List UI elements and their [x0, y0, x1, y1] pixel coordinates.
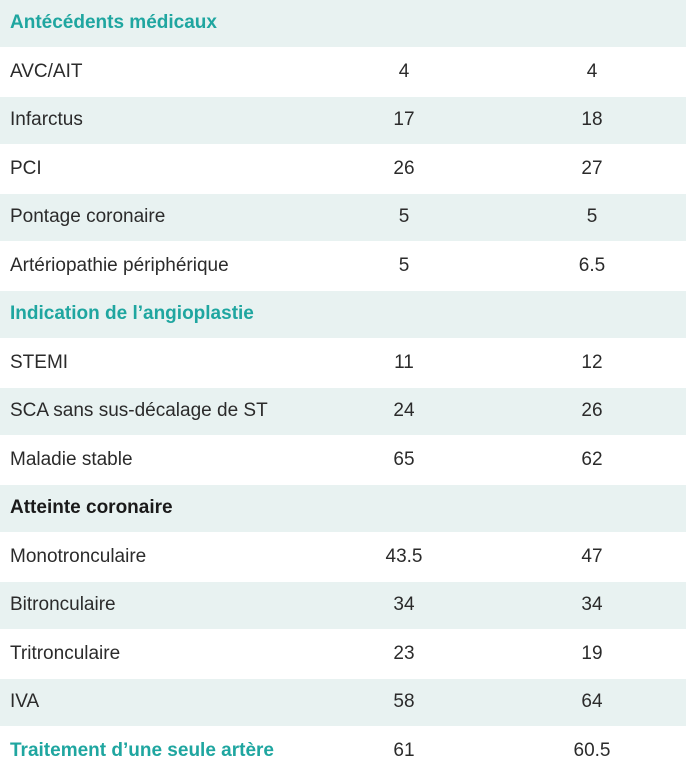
value-1: 23: [310, 643, 498, 665]
value-2: 19: [498, 643, 686, 665]
table-row: PCI2627: [0, 146, 686, 195]
table-row: Infarctus1718: [0, 97, 686, 146]
value-2: 34: [498, 594, 686, 616]
value-2: 18: [498, 109, 686, 131]
row-label: Pontage coronaire: [0, 206, 310, 228]
table-row: Pontage coronaire55: [0, 194, 686, 243]
row-label: Artériopathie périphérique: [0, 255, 310, 277]
section-header: Antécédents médicaux: [0, 0, 686, 49]
row-label: Monotronculaire: [0, 546, 310, 568]
table-row: Artériopathie périphérique56.5: [0, 243, 686, 292]
value-2: 5: [498, 206, 686, 228]
row-label: STEMI: [0, 352, 310, 374]
value-1: 24: [310, 400, 498, 422]
section-header: Indication de l’angioplastie: [0, 291, 686, 340]
section-header: Traitement d’une seule artère6160.5: [0, 728, 686, 776]
table-row: IVA5864: [0, 679, 686, 728]
value-1: 11: [310, 352, 498, 374]
value-2: 64: [498, 691, 686, 713]
table-row: SCA sans sus-décalage de ST2426: [0, 388, 686, 437]
row-label: Infarctus: [0, 109, 310, 131]
row-label: Tritronculaire: [0, 643, 310, 665]
value-2: 60.5: [498, 740, 686, 762]
value-2: 27: [498, 158, 686, 180]
value-1: 34: [310, 594, 498, 616]
section-title: Atteinte coronaire: [0, 497, 310, 519]
value-1: 5: [310, 255, 498, 277]
value-2: 6.5: [498, 255, 686, 277]
table-row: STEMI1112: [0, 340, 686, 389]
section-title: Traitement d’une seule artère: [0, 740, 310, 762]
value-1: 26: [310, 158, 498, 180]
row-label: AVC/AIT: [0, 61, 310, 83]
table-row: Monotronculaire43.547: [0, 534, 686, 583]
row-label: Maladie stable: [0, 449, 310, 471]
table-row: Tritronculaire2319: [0, 631, 686, 680]
value-2: 4: [498, 61, 686, 83]
value-1: 61: [310, 740, 498, 762]
section-title: Antécédents médicaux: [0, 12, 310, 34]
value-1: 58: [310, 691, 498, 713]
row-label: Bitronculaire: [0, 594, 310, 616]
row-label: IVA: [0, 691, 310, 713]
value-1: 65: [310, 449, 498, 471]
table-row: AVC/AIT44: [0, 49, 686, 98]
table-row: Bitronculaire3434: [0, 582, 686, 631]
row-label: SCA sans sus-décalage de ST: [0, 400, 310, 422]
value-1: 17: [310, 109, 498, 131]
value-2: 12: [498, 352, 686, 374]
value-1: 5: [310, 206, 498, 228]
value-2: 26: [498, 400, 686, 422]
section-title: Indication de l’angioplastie: [0, 303, 310, 325]
value-2: 62: [498, 449, 686, 471]
data-table: Antécédents médicauxAVC/AIT44Infarctus17…: [0, 0, 686, 776]
value-2: 47: [498, 546, 686, 568]
value-1: 4: [310, 61, 498, 83]
value-1: 43.5: [310, 546, 498, 568]
section-header: Atteinte coronaire: [0, 485, 686, 534]
row-label: PCI: [0, 158, 310, 180]
table-row: Maladie stable6562: [0, 437, 686, 486]
